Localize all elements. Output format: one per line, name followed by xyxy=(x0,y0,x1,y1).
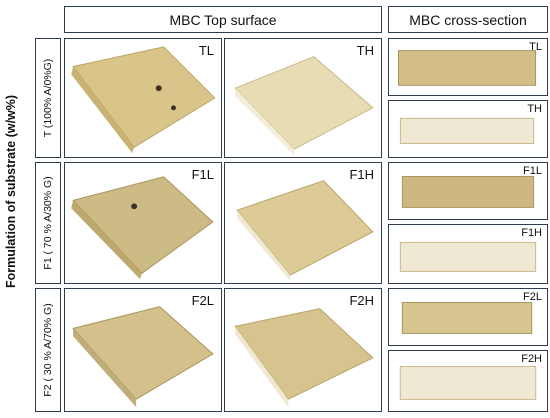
cross-label-f2l: F2L xyxy=(523,291,542,303)
photo-f1l: F1L xyxy=(64,162,222,284)
row-label-f1: F1 ( 70 % A/30% G) xyxy=(35,162,61,284)
block-photo-th xyxy=(234,56,374,156)
photo-f2h: F2H xyxy=(224,288,382,412)
header-top-surface-label: MBC Top surface xyxy=(169,11,277,28)
header-top-surface: MBC Top surface xyxy=(64,6,382,33)
cross-f2l: F2L xyxy=(388,288,548,346)
row-label-t: T (100% A/0%G) xyxy=(35,38,61,158)
photo-f2l: F2L xyxy=(64,288,222,412)
cross-photo-f1l xyxy=(401,176,535,208)
panel-label-th: TH xyxy=(356,43,374,58)
y-axis-label: Formulation of substrate (w/w%) xyxy=(4,94,18,288)
photo-th: TH xyxy=(224,38,382,158)
panel-label-tl: TL xyxy=(198,43,214,58)
cross-tl: TL xyxy=(388,38,548,96)
cross-label-f2h: F2H xyxy=(521,353,542,365)
panel-label-f1h: F1H xyxy=(349,167,374,182)
panel-label-f1l: F1L xyxy=(191,167,214,182)
block-photo-f1l xyxy=(71,176,214,280)
header-cross-section: MBC cross-section xyxy=(388,6,548,33)
block-photo-f2h xyxy=(234,308,374,408)
cross-photo-th xyxy=(399,117,535,144)
cross-label-f1l: F1L xyxy=(523,165,542,177)
row-label-f2: F2 ( 30 % A/70% G) xyxy=(35,288,61,412)
cross-f1h: F1H xyxy=(388,224,548,284)
cross-photo-f2h xyxy=(399,366,537,400)
cross-photo-tl xyxy=(398,50,537,86)
cross-th: TH xyxy=(388,100,548,158)
cross-f1l: F1L xyxy=(388,162,548,220)
cross-label-tl: TL xyxy=(529,41,542,53)
header-cross-section-label: MBC cross-section xyxy=(409,11,527,28)
cross-f2h: F2H xyxy=(388,350,548,412)
panel-label-f2l: F2L xyxy=(191,293,214,308)
cross-label-th: TH xyxy=(527,103,542,115)
cross-photo-f2l xyxy=(401,302,533,334)
block-photo-tl xyxy=(71,46,216,154)
block-photo-f2l xyxy=(72,306,214,408)
photo-tl: TL xyxy=(64,38,222,158)
panel-label-f2h: F2H xyxy=(349,293,374,308)
cross-photo-f1h xyxy=(399,241,537,272)
cross-label-f1h: F1H xyxy=(521,227,542,239)
photo-f1h: F1H xyxy=(224,162,382,284)
block-photo-f1h xyxy=(236,180,374,282)
